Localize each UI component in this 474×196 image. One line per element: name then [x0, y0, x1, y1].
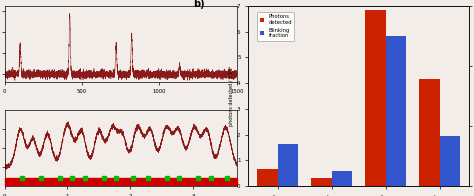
Bar	[332, 171, 352, 186]
Bar	[419, 79, 439, 186]
Bar	[257, 170, 278, 186]
Y-axis label: photons detected / x 10³: photons detected / x 10³	[229, 66, 234, 126]
Bar	[278, 144, 298, 186]
Bar	[365, 10, 386, 186]
Bar	[386, 35, 406, 186]
Bar	[439, 136, 460, 186]
Text: b): b)	[193, 0, 205, 9]
Bar	[5, 178, 237, 185]
Bar	[311, 178, 332, 186]
Legend: Photons
detected, Blinking
fraction: Photons detected, Blinking fraction	[257, 12, 294, 41]
